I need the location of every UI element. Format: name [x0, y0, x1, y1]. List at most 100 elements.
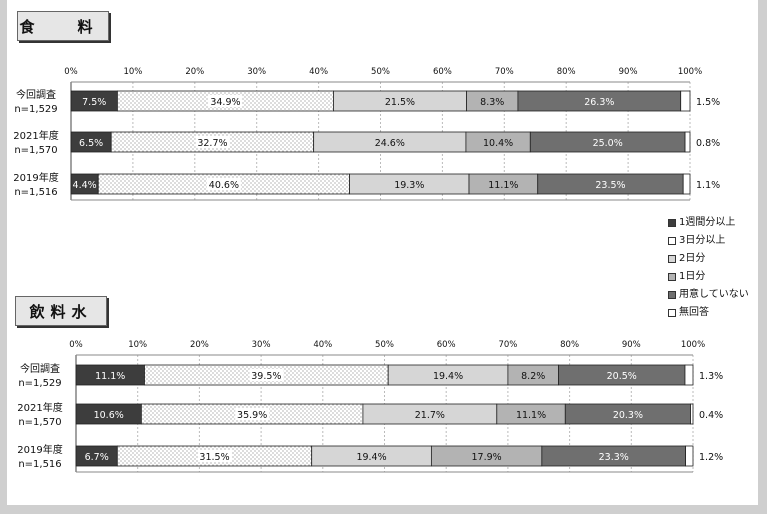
data-label: 1.2% — [699, 452, 723, 463]
data-label: 23.3% — [599, 452, 629, 463]
data-label: 34.9% — [210, 97, 240, 108]
data-label: 6.5% — [79, 138, 103, 149]
bar-segment — [680, 90, 691, 112]
data-label-bg — [235, 408, 270, 420]
data-label: 1.3% — [699, 371, 723, 382]
x-tick-label: 20% — [185, 67, 204, 77]
data-label-bg — [197, 450, 232, 462]
data-label-bg — [249, 369, 284, 381]
legend-swatch — [668, 273, 676, 281]
category-n-label: n=1,516 — [14, 187, 57, 198]
category-label: 2021年度 — [13, 129, 58, 142]
x-tick-label: 60% — [433, 67, 452, 77]
food-chart: 0% 10% 20% 30% 40% 50% 60% 70% 80% 90% 100% 今回調査 n=1… — [13, 67, 720, 201]
category-label: 2021年度 — [17, 401, 62, 414]
category-n-label: n=1,570 — [18, 417, 61, 428]
x-tick-label: 80% — [557, 67, 576, 77]
x-tick-label: 30% — [247, 67, 266, 77]
data-label: 11.1% — [95, 371, 125, 382]
category-label: 2019年度 — [17, 443, 62, 456]
legend-item: 2日分 — [668, 250, 749, 268]
data-label: 1.5% — [696, 97, 720, 108]
legend: 1週間分以上 3日分以上 2日分 1日分 用意していない 無回答 — [668, 214, 749, 322]
data-label: 7.5% — [82, 97, 106, 108]
x-tick-label: 40% — [313, 340, 332, 350]
food-section-title: 食 料 — [17, 11, 109, 41]
category-label: 今回調査 — [20, 362, 60, 375]
category-n-label: n=1,516 — [18, 459, 61, 470]
x-tick-label: 30% — [252, 340, 271, 350]
legend-item: 3日分以上 — [668, 232, 749, 250]
data-label: 17.9% — [472, 452, 502, 463]
data-label: 32.7% — [197, 138, 227, 149]
data-label: 20.3% — [613, 410, 643, 421]
data-label-bg — [195, 136, 230, 148]
data-label: 10.6% — [94, 410, 124, 421]
data-label: 26.3% — [584, 97, 614, 108]
data-label: 11.1% — [516, 410, 546, 421]
x-tick-label: 80% — [560, 340, 579, 350]
data-label: 19.4% — [356, 452, 386, 463]
data-label: 8.3% — [480, 97, 504, 108]
x-tick-label: 40% — [309, 67, 328, 77]
data-label: 24.6% — [375, 138, 405, 149]
category-n-label: n=1,570 — [14, 145, 57, 156]
data-label: 6.7% — [85, 452, 109, 463]
x-tick-label: 10% — [128, 340, 147, 350]
data-label: 25.0% — [593, 138, 623, 149]
data-label-bg — [206, 178, 241, 190]
data-label: 8.2% — [521, 371, 545, 382]
legend-swatch — [668, 237, 676, 245]
data-label: 19.3% — [394, 180, 424, 191]
data-label: 23.5% — [595, 180, 625, 191]
data-label-bg — [208, 95, 243, 107]
data-label: 21.7% — [415, 410, 445, 421]
x-tick-label: 60% — [437, 340, 456, 350]
category-n-label: n=1,529 — [14, 104, 57, 115]
water-chart: 0% 10% 20% 30% 40% 50% 60% 70% 80% 90% 100% 今回調査 n=1… — [17, 340, 723, 473]
x-tick-label: 70% — [498, 340, 517, 350]
legend-swatch — [668, 309, 676, 317]
category-label: 2019年度 — [13, 171, 58, 184]
data-label: 20.5% — [607, 371, 637, 382]
bar-segment — [684, 364, 694, 386]
legend-item: 1週間分以上 — [668, 214, 749, 232]
x-tick-label: 50% — [375, 340, 394, 350]
x-tick-label: 10% — [123, 67, 142, 77]
x-tick-label: 90% — [619, 67, 638, 77]
data-label: 19.4% — [433, 371, 463, 382]
x-tick-label: 50% — [371, 67, 390, 77]
data-label: 0.8% — [696, 138, 720, 149]
x-tick-label: 100% — [678, 67, 702, 77]
x-tick-label: 100% — [681, 340, 705, 350]
data-label: 31.5% — [199, 452, 229, 463]
x-tick-label: 70% — [495, 67, 514, 77]
data-label: 40.6% — [209, 180, 239, 191]
legend-swatch — [668, 255, 676, 263]
data-label: 4.4% — [73, 180, 97, 191]
bar-segment — [684, 131, 691, 153]
legend-item: 用意していない — [668, 286, 749, 304]
data-label: 11.1% — [488, 180, 518, 191]
data-label: 0.4% — [699, 410, 723, 421]
legend-item: 無回答 — [668, 304, 749, 322]
x-tick-label: 90% — [622, 340, 641, 350]
data-label: 21.5% — [385, 97, 415, 108]
legend-swatch — [668, 291, 676, 299]
data-label: 10.4% — [483, 138, 513, 149]
x-tick-label: 0% — [64, 67, 78, 77]
legend-item: 1日分 — [668, 268, 749, 286]
data-label: 39.5% — [251, 371, 281, 382]
x-tick-label: 0% — [69, 340, 83, 350]
category-label: 今回調査 — [16, 88, 56, 101]
bar-segment — [690, 403, 694, 425]
category-n-label: n=1,529 — [18, 378, 61, 389]
legend-swatch — [668, 219, 676, 227]
bar-segment — [685, 445, 694, 467]
x-tick-label: 20% — [190, 340, 209, 350]
data-label: 35.9% — [237, 410, 267, 421]
data-label: 1.1% — [696, 180, 720, 191]
water-section-title: 飲料水 — [15, 296, 107, 326]
bar-segment — [682, 173, 691, 195]
